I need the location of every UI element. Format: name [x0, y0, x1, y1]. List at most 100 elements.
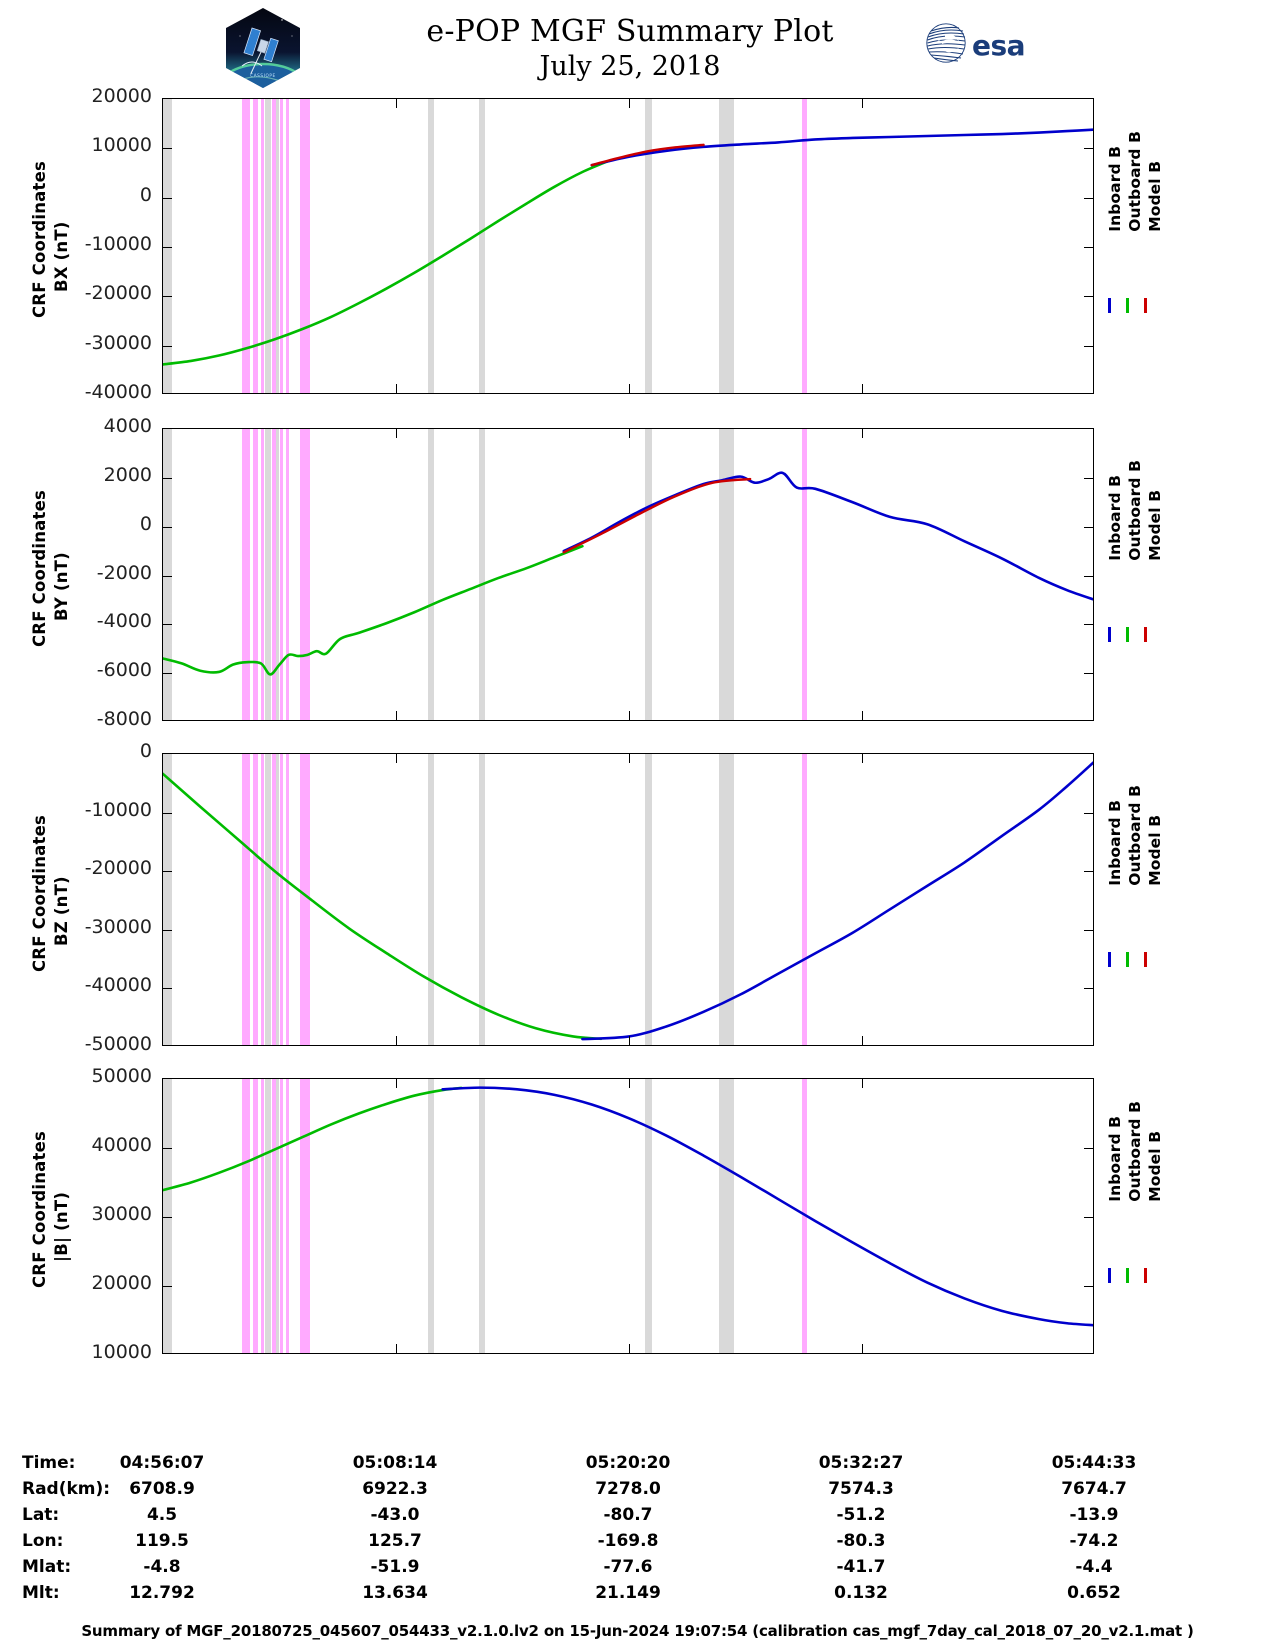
shaded-band-pink [801, 754, 807, 1045]
table-cell: -51.9 [370, 1557, 420, 1577]
shaded-band-pink [300, 1079, 311, 1353]
y-tick-label: 20000 [91, 1272, 152, 1294]
legend-swatch-inboard-b [1108, 626, 1111, 642]
legend-color-swatches [1108, 298, 1162, 313]
shaded-band-pink [271, 1079, 276, 1353]
y-tick-mark [163, 871, 172, 873]
shaded-band-gray [163, 1079, 172, 1353]
legend-label-model-b: Model B [1146, 160, 1164, 232]
series-line-model-b [590, 143, 705, 167]
shaded-band-pink [260, 1079, 265, 1353]
table-cell: 7574.3 [828, 1479, 894, 1499]
shaded-band-pink [300, 429, 311, 720]
shaded-band-pink [260, 754, 265, 1045]
table-row: Mlat: -4.8 -51.9 -77.6 -41.7 -4.4 [0, 1557, 1275, 1583]
table-cell: 6922.3 [362, 1479, 428, 1499]
table-cell: 6708.9 [129, 1479, 195, 1499]
table-row: Mlt: 12.792 13.634 21.149 0.132 0.652 [0, 1583, 1275, 1609]
y-tick-label: 20000 [91, 85, 152, 107]
plot-area-by [162, 428, 1094, 721]
x-tick-mark [862, 99, 863, 108]
table-cell: 0.132 [834, 1583, 888, 1603]
legend-label-inboard-b: Inboard B [1106, 799, 1124, 886]
table-cell: -13.9 [1069, 1505, 1119, 1525]
table-cell: -4.8 [143, 1557, 181, 1577]
y-tick-label: 0 [139, 183, 152, 206]
y-tick-mark [163, 673, 172, 675]
cassiope-epop-mission-patch-icon: CASSIOPE [222, 6, 304, 90]
y-tick-label: 4000 [103, 415, 152, 437]
legend-swatch-outboard-b [1126, 951, 1129, 967]
shaded-band-gray [276, 1079, 280, 1353]
shaded-band-gray [479, 429, 485, 720]
y-tick-mark [1084, 247, 1093, 248]
shaded-band-pink [286, 99, 289, 393]
ephemeris-data-table: Time: 04:56:07 05:08:14 05:20:20 05:32:27 05:… [0, 1453, 1275, 1609]
legend: Inboard B Outboard B Model B [1106, 753, 1186, 1046]
table-cell: 7278.0 [595, 1479, 661, 1499]
plot-area-bz [162, 753, 1094, 1046]
table-cell: -80.3 [836, 1531, 886, 1551]
shaded-band-gray [427, 754, 434, 1045]
y-tick-mark [1084, 526, 1093, 528]
trace-layer [163, 471, 1093, 676]
legend-swatch-outboard-b [1126, 626, 1129, 642]
table-row-label: Rad(km): [22, 1479, 111, 1499]
y-tick-label: 0 [139, 740, 152, 762]
table-row: Time: 04:56:07 05:08:14 05:20:20 05:32:27 05:… [0, 1453, 1275, 1479]
shaded-band-gray [427, 429, 434, 720]
shaded-band-gray [718, 754, 735, 1045]
y-tick-label: -30000 [84, 915, 152, 938]
shaded-band-pink [252, 1079, 259, 1353]
y-tick-label: -20000 [84, 282, 152, 305]
table-cell: 12.792 [129, 1583, 195, 1603]
shaded-band-gray [645, 429, 652, 720]
y-tick-mark [1084, 1217, 1093, 1218]
table-cell: -80.7 [603, 1505, 653, 1525]
legend-color-swatches [1108, 626, 1162, 642]
trace-layer [163, 761, 1093, 1041]
x-tick-mark [629, 429, 630, 438]
y-tick-mark [163, 296, 172, 298]
y-tick-mark [163, 1148, 172, 1149]
legend-swatch-inboard-b [1108, 298, 1111, 313]
legend-swatch-outboard-b [1126, 1268, 1129, 1283]
shaded-band-gray [718, 429, 735, 720]
series-line-inboard-b [581, 761, 1093, 1041]
series-line-outboard-b [163, 1086, 463, 1192]
legend-label-outboard-b: Outboard B [1126, 784, 1144, 886]
esa-logo-icon: esa [925, 22, 1043, 64]
series-line-inboard-b [441, 1086, 1093, 1327]
table-cell: 21.149 [595, 1583, 661, 1603]
y-tick-label: -50000 [84, 1033, 152, 1055]
y-tick-mark [163, 812, 172, 814]
shaded-band-gray [265, 429, 272, 720]
legend-label-inboard-b: Inboard B [1106, 1115, 1124, 1202]
series-line-outboard-b [163, 544, 584, 676]
y-tick-mark [1084, 148, 1093, 150]
y-tick-mark [163, 1217, 172, 1218]
legend-labels: Inboard B Outboard B Model B [1106, 1101, 1166, 1202]
table-cell: 7674.7 [1061, 1479, 1127, 1499]
y-tick-mark [1084, 812, 1093, 814]
shaded-band-gray [427, 1079, 434, 1353]
shaded-band-pink [286, 1079, 289, 1353]
y-tick-mark [163, 197, 172, 199]
legend-label-outboard-b: Outboard B [1126, 459, 1144, 561]
table-row: Lat: 4.5 -43.0 -80.7 -51.2 -13.9 [0, 1505, 1275, 1531]
x-tick-mark [629, 711, 630, 720]
legend-swatch-model-b [1144, 951, 1147, 967]
y-axis-label-bz: CRF Coordinates [30, 814, 49, 972]
series-line-outboard-b [163, 158, 612, 366]
x-tick-mark [396, 1079, 397, 1088]
table-row-label: Time: [22, 1453, 76, 1473]
shaded-band-pink [241, 429, 251, 720]
x-tick-mark [862, 711, 863, 720]
x-tick-mark [396, 1036, 397, 1045]
x-tick-mark [396, 429, 397, 438]
y-tick-label: 40000 [91, 1134, 152, 1156]
shaded-band-gray [265, 99, 272, 393]
shaded-band-gray [718, 1079, 735, 1353]
trace-layer [163, 128, 1093, 366]
shaded-band-gray [163, 99, 172, 393]
